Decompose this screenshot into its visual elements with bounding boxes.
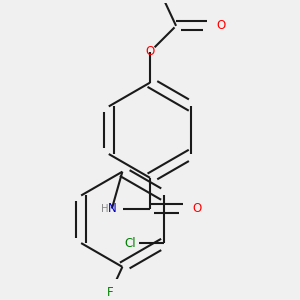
Text: H: H <box>101 203 109 214</box>
Text: Cl: Cl <box>124 237 136 250</box>
Text: N: N <box>108 202 116 215</box>
Text: O: O <box>192 202 202 215</box>
Text: O: O <box>217 20 226 32</box>
Text: F: F <box>107 286 113 299</box>
Text: O: O <box>146 45 154 58</box>
